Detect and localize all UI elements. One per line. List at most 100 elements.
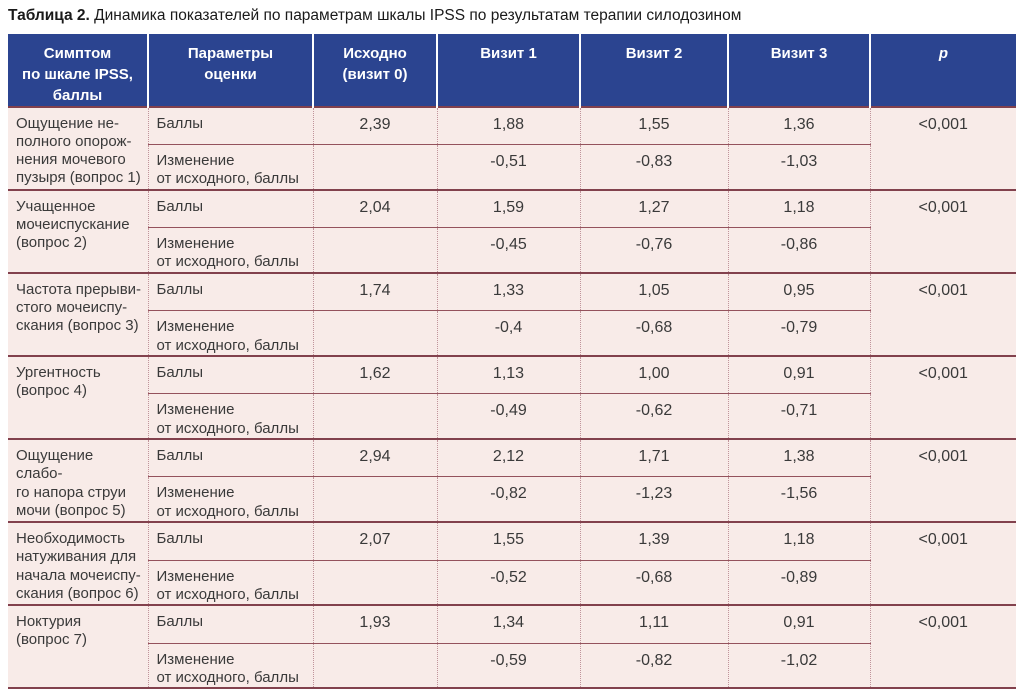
parameter-label: Баллы — [147, 354, 313, 395]
parameter-label: Изменение от исходного, баллы — [147, 393, 313, 439]
col-header-visit-1: Визит 1 — [436, 33, 580, 107]
change-value: -0,49 — [436, 393, 580, 439]
change-value: -0,52 — [436, 560, 580, 606]
symptom-group-4: Ургентность (вопрос 4) Баллы 1,62 1,13 1… — [8, 354, 1016, 439]
scores-row: Ощущение слабо- го напора струи мочи (во… — [8, 437, 1016, 523]
score-value: 0,95 — [727, 271, 870, 312]
header-row: Симптом по шкале IPSS, баллы Параметры о… — [8, 33, 1016, 107]
p-value: <0,001 — [869, 188, 1016, 273]
score-value: 1,05 — [579, 271, 728, 312]
symptom-cell: Ощущение не- полного опорож- нения мочев… — [8, 105, 148, 190]
empty-cell — [312, 560, 437, 606]
score-value: 1,62 — [312, 354, 437, 395]
scores-row: Ургентность (вопрос 4) Баллы 1,62 1,13 1… — [8, 354, 1016, 439]
change-value: -0,79 — [727, 310, 870, 356]
change-row: Изменение от исходного, баллы -0,4 -0,68… — [8, 310, 1016, 356]
change-row: Изменение от исходного, баллы -0,59 -0,8… — [8, 643, 1016, 689]
score-value: 2,07 — [312, 521, 437, 561]
score-value: 2,04 — [312, 188, 437, 229]
score-value: 2,39 — [312, 105, 437, 146]
scores-row: Частота прерыви- стого мочеиспу- скания … — [8, 271, 1016, 356]
col-header-symptom: Симптом по шкале IPSS, баллы — [8, 33, 148, 107]
p-value: <0,001 — [869, 437, 1016, 523]
score-value: 0,91 — [727, 354, 870, 395]
parameter-label: Баллы — [147, 271, 313, 312]
change-value: -0,59 — [436, 643, 580, 689]
table-caption-text: Динамика показателей по параметрам шкалы… — [89, 7, 742, 24]
parameter-label: Баллы — [147, 105, 313, 146]
parameter-label: Баллы — [147, 188, 313, 229]
change-value: -0,4 — [436, 310, 580, 356]
scores-row: Ноктурия (вопрос 7) Баллы 1,93 1,34 1,11… — [8, 604, 1016, 689]
symptom-cell: Ургентность (вопрос 4) — [8, 354, 148, 439]
parameter-label: Баллы — [147, 521, 313, 561]
symptom-group-2: Учащенное мочеиспускание (вопрос 2) Балл… — [8, 188, 1016, 273]
col-header-visit-2: Визит 2 — [579, 33, 728, 107]
score-value: 1,55 — [579, 105, 728, 146]
change-value: -0,89 — [727, 560, 870, 606]
parameter-label: Баллы — [147, 437, 313, 478]
symptom-group-3: Частота прерыви- стого мочеиспу- скания … — [8, 271, 1016, 356]
symptom-group-1: Ощущение не- полного опорож- нения мочев… — [8, 105, 1016, 190]
change-row: Изменение от исходного, баллы -0,82 -1,2… — [8, 476, 1016, 523]
table-caption: Таблица 2. Динамика показателей по парам… — [8, 7, 1016, 26]
p-value: <0,001 — [869, 604, 1016, 689]
p-value: <0,001 — [869, 105, 1016, 190]
change-value: -0,51 — [436, 144, 580, 190]
symptom-group-5: Ощущение слабо- го напора струи мочи (во… — [8, 437, 1016, 523]
empty-cell — [312, 643, 437, 689]
change-value: -1,56 — [727, 476, 870, 523]
score-value: 1,13 — [436, 354, 580, 395]
parameter-label: Изменение от исходного, баллы — [147, 144, 313, 190]
change-value: -0,76 — [579, 227, 728, 273]
change-row: Изменение от исходного, баллы -0,51 -0,8… — [8, 144, 1016, 190]
change-value: -0,82 — [579, 643, 728, 689]
score-value: 1,27 — [579, 188, 728, 229]
change-row: Изменение от исходного, баллы -0,49 -0,6… — [8, 393, 1016, 439]
symptom-cell: Частота прерыви- стого мочеиспу- скания … — [8, 271, 148, 356]
p-value: <0,001 — [869, 354, 1016, 439]
parameter-label: Баллы — [147, 604, 313, 644]
change-value: -0,62 — [579, 393, 728, 439]
p-value: <0,001 — [869, 521, 1016, 606]
change-value: -1,23 — [579, 476, 728, 523]
score-value: 1,59 — [436, 188, 580, 229]
change-value: -0,82 — [436, 476, 580, 523]
score-value: 1,93 — [312, 604, 437, 644]
symptom-cell: Ноктурия (вопрос 7) — [8, 604, 148, 689]
col-header-parameters: Параметры оценки — [147, 33, 313, 107]
score-value: 1,18 — [727, 188, 870, 229]
score-value: 1,00 — [579, 354, 728, 395]
score-value: 2,94 — [312, 437, 437, 478]
symptom-cell: Необходимость натуживания для начала моч… — [8, 521, 148, 606]
empty-cell — [312, 310, 437, 356]
symptom-cell: Ощущение слабо- го напора струи мочи (во… — [8, 437, 148, 523]
p-value: <0,001 — [869, 271, 1016, 356]
score-value: 1,38 — [727, 437, 870, 478]
score-value: 1,33 — [436, 271, 580, 312]
score-value: 1,71 — [579, 437, 728, 478]
ipss-results-table: Симптом по шкале IPSS, баллы Параметры о… — [8, 33, 1016, 690]
empty-cell — [312, 144, 437, 190]
parameter-label: Изменение от исходного, баллы — [147, 476, 313, 523]
change-value: -0,45 — [436, 227, 580, 273]
score-value: 2,12 — [436, 437, 580, 478]
score-value: 1,74 — [312, 271, 437, 312]
change-row: Изменение от исходного, баллы -0,45 -0,7… — [8, 227, 1016, 273]
change-value: -0,68 — [579, 310, 728, 356]
score-value: 1,18 — [727, 521, 870, 561]
change-value: -0,86 — [727, 227, 870, 273]
scores-row: Ощущение не- полного опорож- нения мочев… — [8, 105, 1016, 190]
change-value: -0,71 — [727, 393, 870, 439]
score-value: 1,34 — [436, 604, 580, 644]
score-value: 1,55 — [436, 521, 580, 561]
table-caption-number: Таблица 2. — [8, 7, 90, 24]
scores-row: Необходимость натуживания для начала моч… — [8, 521, 1016, 606]
change-value: -1,03 — [727, 144, 870, 190]
change-value: -0,68 — [579, 560, 728, 606]
change-value: -0,83 — [579, 144, 728, 190]
change-value: -1,02 — [727, 643, 870, 689]
parameter-label: Изменение от исходного, баллы — [147, 227, 313, 273]
col-header-baseline: Исходно (визит 0) — [312, 33, 437, 107]
change-row: Изменение от исходного, баллы -0,52 -0,6… — [8, 560, 1016, 606]
